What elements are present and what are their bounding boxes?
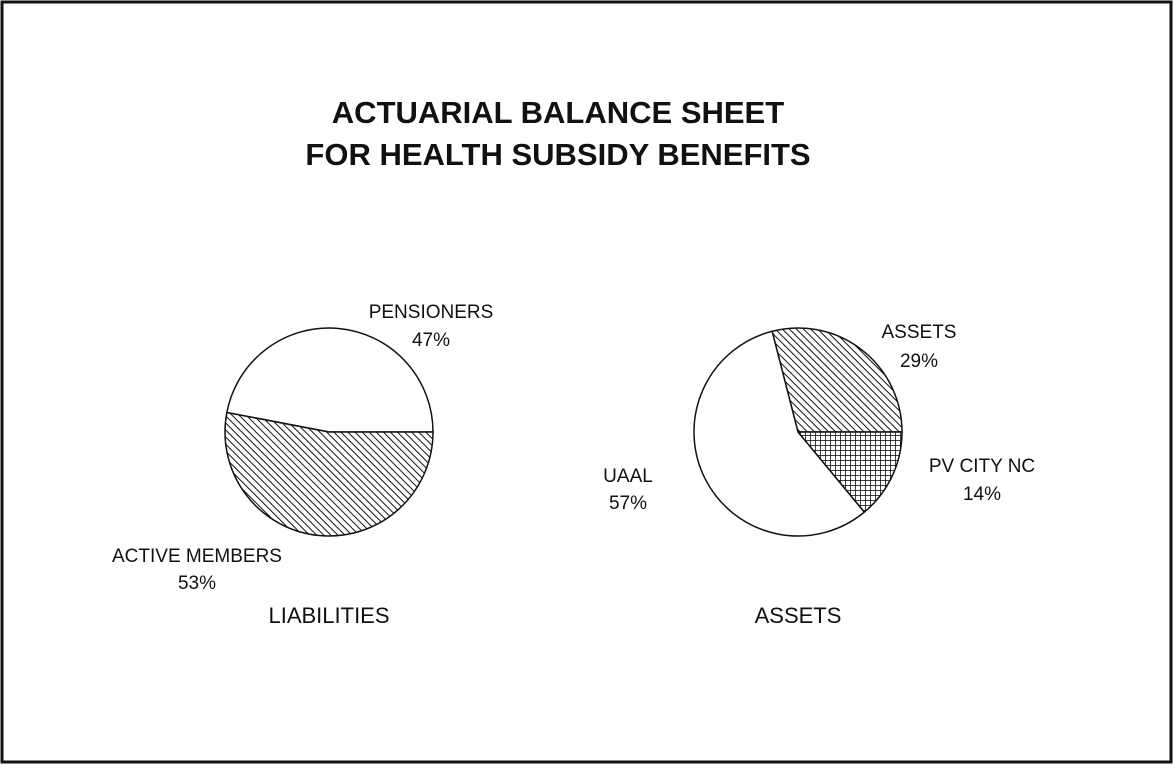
value-label: 47%: [412, 330, 450, 351]
chart-title: ACTUARIAL BALANCE SHEET: [332, 95, 784, 130]
pie-slice: [224, 411, 434, 537]
chart-caption: ASSETS: [755, 603, 842, 628]
slice-label: ACTIVE MEMBERS: [112, 546, 282, 567]
pie-slice: [225, 327, 434, 433]
slice-label: PV CITY NC: [929, 456, 1035, 477]
pie-slice: [771, 327, 903, 433]
slice-label: PENSIONERS: [369, 302, 494, 323]
pie-slice: [693, 330, 866, 537]
value-label: 53%: [178, 573, 216, 594]
chart-title: FOR HEALTH SUBSIDY BENEFITS: [305, 137, 810, 172]
value-label: 57%: [609, 493, 647, 514]
pie-slice: [796, 431, 903, 514]
slice-label: ASSETS: [882, 322, 957, 343]
chart-caption: LIABILITIES: [268, 603, 389, 628]
slice-label: UAAL: [603, 466, 653, 487]
value-label: 14%: [963, 484, 1001, 505]
value-label: 29%: [900, 351, 938, 372]
